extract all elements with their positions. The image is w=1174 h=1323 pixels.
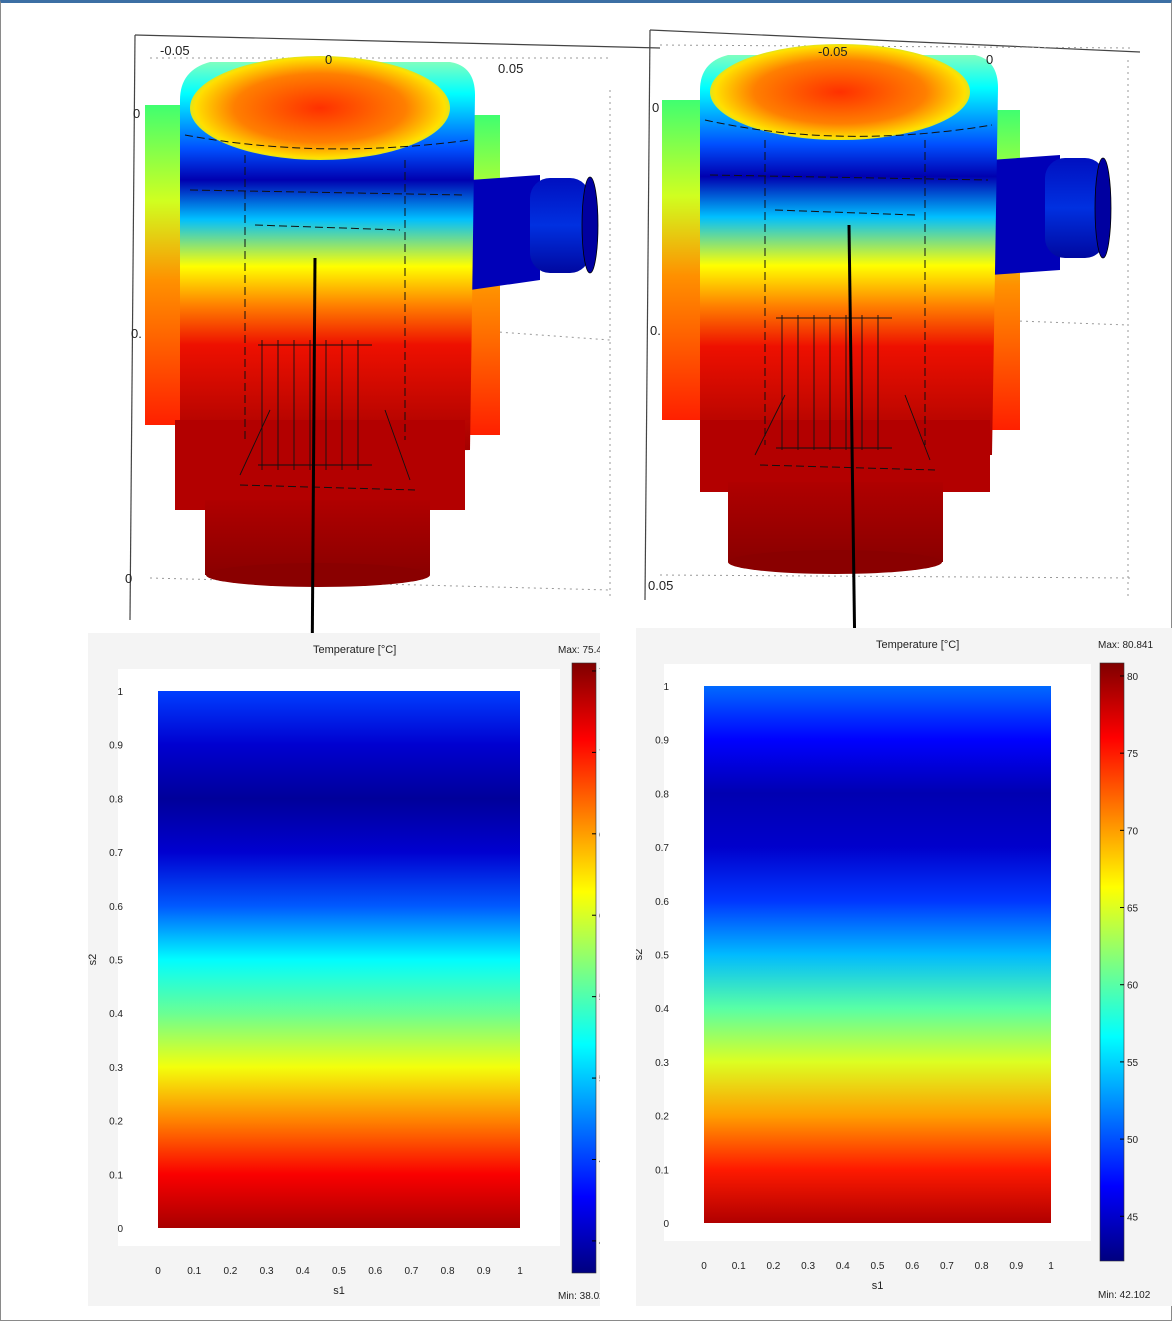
y-tick-label: 0.2	[109, 1117, 123, 1128]
colorbar-tick-label: 45	[1127, 1212, 1139, 1223]
axis-label-top-right: 0.05	[498, 61, 523, 76]
y-tick-label: 1	[663, 682, 669, 693]
x-tick-label: 0.3	[260, 1266, 274, 1277]
heatmap-panel-left: Temperature [°C] 0 0.1 0.2 0.3 0.4 0.5 0.6 0.7 0.…	[88, 633, 600, 1306]
axis-label-left-top: 0	[133, 106, 140, 121]
heatmap-surface	[704, 686, 1051, 1223]
axis-label-left-mid: 0.	[131, 326, 142, 341]
heatmap-chart-right: Temperature [°C] 0 0.1 0.2 0.3 0.4 0.5 0.6 0.7 0.…	[636, 628, 1172, 1306]
x-tick-label: 0.9	[1009, 1261, 1023, 1272]
axis-label-top-left: -0.05	[818, 44, 848, 59]
y-tick-label: 0.6	[655, 897, 669, 908]
colorbar-min-label: Min: 42.102	[1098, 1290, 1151, 1301]
model-view-left: -0.05 0 0.05 0 0. 0	[125, 35, 660, 692]
colorbar-tick-label: 45	[599, 1155, 600, 1166]
x-tick-label: 0.7	[404, 1266, 418, 1277]
y-tick-label: 0.4	[655, 1004, 669, 1015]
axis-label-top-mid: 0	[986, 52, 993, 67]
x-tick-label: 0.1	[732, 1261, 746, 1272]
axis-label-left-bottom: 0	[125, 571, 132, 586]
y-tick-label: 0.7	[109, 848, 123, 859]
x-tick-label: 1	[1048, 1261, 1054, 1272]
colorbar-tick-label: 65	[1127, 904, 1139, 915]
x-tick-label: 0.8	[975, 1261, 989, 1272]
y-tick-label: 0.8	[655, 789, 669, 800]
colorbar-tick-label: 40	[599, 1237, 600, 1248]
colorbar-tick-label: 75	[1127, 749, 1139, 760]
colorbar-tick-label: 50	[599, 1074, 600, 1085]
heatmap-panel-right: Temperature [°C] 0 0.1 0.2 0.3 0.4 0.5 0.6 0.7 0.…	[636, 628, 1172, 1306]
y-tick-label: 0.3	[109, 1063, 123, 1074]
y-tick-label: 0.1	[655, 1165, 669, 1176]
x-tick-label: 0.8	[441, 1266, 455, 1277]
colorbar-max-label: Max: 80.841	[1098, 640, 1153, 651]
axis-label-left-bottom: 0.05	[648, 578, 673, 593]
colorbar-tick-label: 75	[599, 667, 600, 678]
colorbar-tick-label: 60	[599, 911, 600, 922]
x-axis-label: s1	[872, 1280, 884, 1292]
colorbar-tick-label: 60	[1127, 981, 1139, 992]
y-tick-label: 0.6	[109, 902, 123, 913]
colorbar	[572, 663, 596, 1273]
heatmap-chart-left: Temperature [°C] 0 0.1 0.2 0.3 0.4 0.5 0.6 0.7 0.…	[88, 633, 600, 1306]
x-tick-label: 0.6	[368, 1266, 382, 1277]
y-axis-label: s2	[636, 949, 645, 961]
axis-label-left-top: 0	[652, 100, 659, 115]
colorbar-tick-label: 70	[599, 748, 600, 759]
x-tick-label: 0.6	[905, 1261, 919, 1272]
colorbar-min-label: Min: 38.029	[558, 1291, 600, 1302]
colorbar-tick-label: 80	[1127, 672, 1139, 683]
y-tick-label: 0.9	[109, 741, 123, 752]
x-tick-label: 0.2	[223, 1266, 237, 1277]
y-tick-label: 0.1	[109, 1170, 123, 1181]
y-tick-label: 0.5	[109, 956, 123, 967]
chart-title: Temperature [°C]	[313, 644, 396, 656]
x-tick-label: 0.5	[332, 1266, 346, 1277]
x-tick-label: 0.1	[187, 1266, 201, 1277]
y-axis-label: s2	[88, 954, 99, 966]
model-view-right: -0.05 0 0 0. 0.05	[645, 30, 1140, 675]
y-tick-label: 0	[663, 1219, 669, 1230]
colorbar-max-label: Max: 75.489	[558, 645, 600, 656]
x-tick-label: 0.7	[940, 1261, 954, 1272]
x-axis-label: s1	[333, 1285, 345, 1297]
chart-title: Temperature [°C]	[876, 639, 959, 651]
axis-label-top-mid: 0	[325, 52, 332, 67]
y-tick-label: 0.7	[655, 843, 669, 854]
colorbar-tick-label: 55	[599, 993, 600, 1004]
y-tick-label: 0.8	[109, 794, 123, 805]
x-tick-label: 0.3	[801, 1261, 815, 1272]
colorbar-tick-label: 55	[1127, 1058, 1139, 1069]
colorbar-tick-label: 50	[1127, 1135, 1139, 1146]
y-tick-label: 0.2	[655, 1112, 669, 1123]
y-tick-label: 0.4	[109, 1009, 123, 1020]
y-tick-label: 0.3	[655, 1058, 669, 1069]
x-tick-label: 0.2	[766, 1261, 780, 1272]
x-tick-label: 0	[701, 1261, 707, 1272]
x-tick-label: 0.9	[477, 1266, 491, 1277]
colorbar-tick-label: 70	[1127, 826, 1139, 837]
x-tick-label: 0.5	[871, 1261, 885, 1272]
y-tick-label: 1	[117, 687, 123, 698]
colorbar-tick-label: 65	[599, 830, 600, 841]
heatmap-surface	[158, 691, 520, 1228]
y-tick-label: 0.5	[655, 951, 669, 962]
x-tick-label: 0	[155, 1266, 161, 1277]
axis-label-top-left: -0.05	[160, 43, 190, 58]
x-tick-label: 1	[517, 1266, 523, 1277]
axis-label-left-mid: 0.	[650, 323, 661, 338]
y-tick-label: 0.9	[655, 736, 669, 747]
x-tick-label: 0.4	[836, 1261, 850, 1272]
y-tick-label: 0	[117, 1224, 123, 1235]
x-tick-label: 0.4	[296, 1266, 310, 1277]
